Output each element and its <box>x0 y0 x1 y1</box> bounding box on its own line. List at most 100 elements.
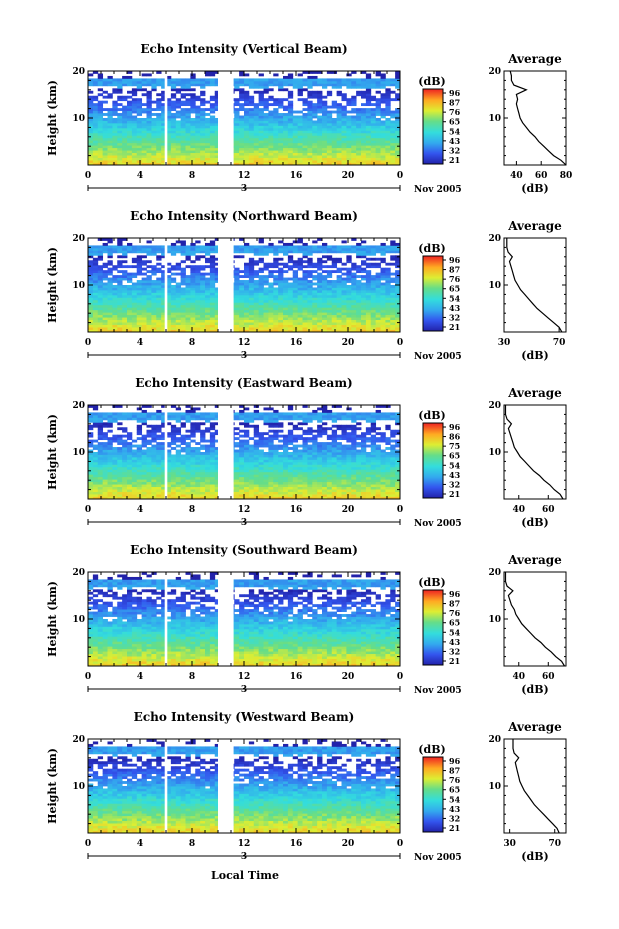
heatmap-cell <box>365 471 372 475</box>
heatmap-cell <box>117 289 123 293</box>
heatmap-cell <box>365 270 372 274</box>
heatmap-cell <box>258 297 264 301</box>
heatmap-cell <box>122 145 128 149</box>
heatmap-cell <box>175 130 182 134</box>
heatmap-cell <box>248 118 255 121</box>
heatmap-cell <box>107 142 113 146</box>
heatmap-cell <box>234 327 240 330</box>
heatmap-cell <box>205 122 211 126</box>
profile-y-tick-label: 10 <box>488 114 501 124</box>
heatmap-cell <box>190 304 196 308</box>
heatmap-cell <box>88 476 94 480</box>
heatmap-cell <box>180 260 186 264</box>
heatmap-cell <box>205 145 211 149</box>
heatmap-cell <box>380 95 386 99</box>
heatmap-cell <box>312 155 318 158</box>
heatmap-cell <box>146 103 152 107</box>
heatmap-cell <box>195 282 201 286</box>
heatmap-cell <box>346 260 352 264</box>
heatmap-cell <box>214 122 221 126</box>
heatmap-cell <box>234 302 240 306</box>
heatmap-cell <box>102 78 108 82</box>
heatmap-cell <box>234 137 240 141</box>
heatmap-cell <box>346 496 352 500</box>
heatmap-cell <box>356 78 362 82</box>
heatmap-cell <box>127 309 133 313</box>
heatmap-cell <box>102 113 108 116</box>
heatmap-cell <box>292 479 299 483</box>
heatmap-cell <box>375 474 381 478</box>
heatmap-cell <box>395 127 401 131</box>
heatmap-cell <box>356 496 362 500</box>
heatmap-cell <box>131 329 138 333</box>
heatmap-cell <box>244 265 250 269</box>
heatmap-cell <box>161 489 167 492</box>
heatmap-cell <box>336 90 342 94</box>
heatmap-cell <box>278 98 284 102</box>
heatmap-cell <box>146 157 152 161</box>
heatmap-cell <box>336 85 342 89</box>
heatmap-cell <box>180 272 186 276</box>
heatmap-cell <box>131 265 138 269</box>
heatmap-cell <box>356 491 362 495</box>
heatmap-cell <box>248 292 255 296</box>
heatmap-cell <box>312 125 318 129</box>
heatmap-cell <box>102 309 108 313</box>
heatmap-cell <box>107 110 113 114</box>
heatmap-cell <box>248 481 255 485</box>
heatmap-cell <box>248 494 255 497</box>
heatmap-cell <box>200 120 206 124</box>
heatmap-cell <box>234 309 240 313</box>
heatmap-cell <box>273 280 279 283</box>
heatmap-cell <box>209 479 216 483</box>
heatmap-cell <box>97 100 104 104</box>
heatmap-cell <box>375 314 381 318</box>
heatmap-cell <box>263 137 269 141</box>
heatmap-cell <box>190 285 196 288</box>
heatmap-cell <box>307 476 313 480</box>
heatmap-cell <box>331 486 338 490</box>
heatmap-cell <box>92 289 99 293</box>
heatmap-cell <box>166 270 172 274</box>
colorbar-tick-label: 65 <box>449 117 460 127</box>
heatmap-cell <box>200 309 206 313</box>
heatmap-cell <box>351 491 357 495</box>
heatmap-cell <box>331 150 338 154</box>
heatmap-cell <box>356 324 362 328</box>
heatmap-cell <box>234 247 240 251</box>
heatmap-cell <box>200 272 206 276</box>
heatmap-cell <box>346 299 352 303</box>
heatmap-cell <box>312 262 318 266</box>
heatmap-cell <box>287 486 294 490</box>
heatmap-cell <box>292 127 299 131</box>
heatmap-cell <box>136 122 143 126</box>
heatmap-cell <box>283 484 289 488</box>
heatmap-cell <box>365 152 372 156</box>
heatmap-cell <box>112 476 118 480</box>
heatmap-cell <box>385 309 391 313</box>
heatmap-cell <box>287 282 294 286</box>
heatmap-cell <box>326 255 333 259</box>
heatmap-cell <box>205 247 211 251</box>
heatmap-cell <box>248 122 255 126</box>
heatmap-cell <box>248 150 255 154</box>
heatmap-cell <box>88 118 94 121</box>
heatmap-cell <box>346 484 352 488</box>
heatmap-cell <box>356 307 362 311</box>
heatmap-cell <box>341 145 347 149</box>
heatmap-cell <box>214 132 221 136</box>
heatmap-cell <box>195 155 201 158</box>
heatmap-cell <box>244 137 250 141</box>
heatmap-cell <box>365 304 372 308</box>
heatmap-field <box>88 405 401 500</box>
heatmap-cell <box>112 78 118 82</box>
heatmap-cell <box>263 103 269 107</box>
heatmap-cell <box>156 484 162 488</box>
heatmap-cell <box>278 484 284 488</box>
heatmap-cell <box>112 127 118 131</box>
heatmap-cell <box>287 297 294 301</box>
heatmap-cell <box>326 265 333 269</box>
heatmap-cell <box>122 302 128 306</box>
heatmap-cell <box>175 304 182 308</box>
heatmap-cell <box>307 115 313 119</box>
